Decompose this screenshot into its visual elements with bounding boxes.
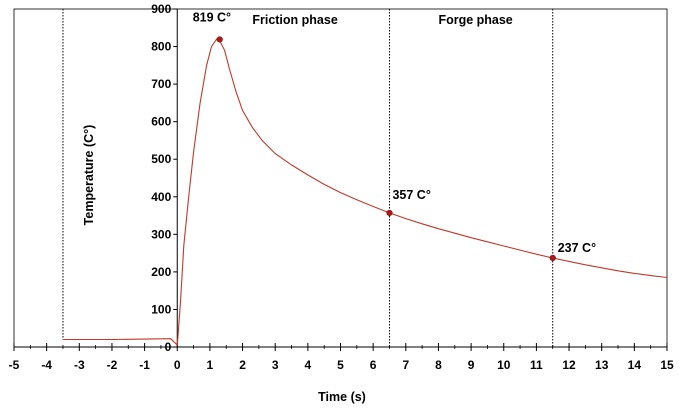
- y-tick-label: 400: [151, 190, 171, 204]
- data-marker: [386, 209, 393, 217]
- phase-divider-lines: [62, 9, 554, 347]
- y-tick-label: 200: [151, 265, 171, 279]
- y-tick-label: 700: [151, 77, 171, 91]
- phase-label: Forge phase: [438, 13, 512, 27]
- y-tick-label: 800: [151, 40, 171, 54]
- x-tick-label: 8: [435, 358, 442, 372]
- phase-label: Friction phase: [252, 13, 337, 27]
- x-tick-label: 5: [337, 358, 344, 372]
- y-tick-label: 500: [151, 152, 171, 166]
- x-tick-label: 11: [530, 358, 543, 372]
- marker-label: 237 C°: [558, 241, 596, 255]
- x-tick-label: 6: [370, 358, 377, 372]
- x-tick-label: -4: [41, 358, 52, 372]
- x-tick-label: 3: [272, 358, 279, 372]
- x-tick-label: 0: [174, 358, 181, 372]
- y-tick-label: 0: [165, 340, 172, 354]
- data-marker: [549, 254, 556, 262]
- annotations-group: Friction phase Forge phase: [252, 13, 512, 27]
- y-tick-label: 100: [151, 302, 171, 316]
- y-tick-label: 300: [151, 227, 171, 241]
- data-marker: [216, 36, 223, 43]
- x-tick-label: 1: [207, 358, 214, 372]
- x-tick-label: -2: [107, 358, 118, 372]
- x-tick-label: 15: [660, 358, 674, 372]
- marker-label: 357 C°: [392, 188, 430, 202]
- plot-border: [13, 8, 668, 348]
- x-tick-label: -5: [9, 358, 20, 372]
- x-axis-ticks: -5 -4 -3 -2 -1 0 1 2 3 4 5 6 7 8 9 10 11 12 13 14 15: [9, 343, 674, 372]
- x-tick-label: 14: [628, 358, 642, 372]
- temperature-line: [63, 38, 668, 347]
- x-tick-label: 4: [305, 358, 312, 372]
- x-tick-label: 7: [402, 358, 409, 372]
- y-tick-label: 600: [151, 115, 171, 129]
- plot-area: [13, 8, 668, 348]
- markers-group: 819 C° 357 C° 237 C°: [193, 10, 596, 262]
- y-axis-ticks: 0 100 200 300 400 500 600 700 800 900: [151, 2, 178, 354]
- x-tick-label: 10: [497, 358, 511, 372]
- x-tick-label: 13: [595, 358, 609, 372]
- y-axis-title: Temperature (C°): [82, 125, 96, 226]
- x-tick-label: 9: [468, 358, 475, 372]
- x-tick-label: -1: [139, 358, 150, 372]
- x-tick-label: 2: [239, 358, 246, 372]
- x-tick-label: -3: [74, 358, 85, 372]
- marker-label: 819 C°: [193, 10, 231, 24]
- x-axis-title: Time (s): [318, 390, 366, 404]
- y-tick-label: 900: [151, 2, 171, 16]
- series-group: [63, 38, 668, 347]
- x-tick-label: 12: [562, 358, 576, 372]
